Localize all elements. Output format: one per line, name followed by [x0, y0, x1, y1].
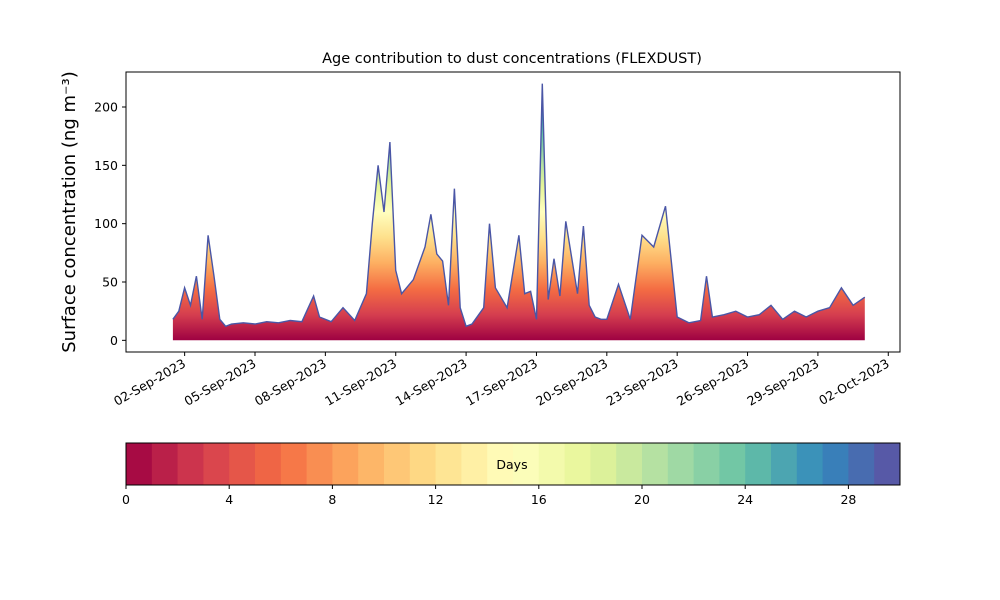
colorbar-tick-label: 20 [634, 492, 650, 507]
x-tick-label: 23-Sep-2023 [604, 356, 681, 409]
y-tick-label: 50 [102, 275, 118, 290]
y-tick-label: 0 [110, 333, 118, 348]
x-tick-label: 02-Sep-2023 [111, 356, 188, 409]
colorbar-bin [435, 443, 462, 485]
colorbar-bin [538, 443, 566, 485]
y-tick-label: 200 [94, 100, 118, 115]
colorbar-bin [822, 443, 849, 485]
colorbar-bin [177, 443, 204, 485]
colorbar-tick-label: 4 [225, 492, 233, 507]
x-tick-label: 11-Sep-2023 [322, 356, 399, 409]
x-tick-label: 08-Sep-2023 [252, 356, 329, 409]
x-tick-label: 14-Sep-2023 [393, 356, 470, 409]
colorbar-bin [667, 443, 695, 485]
colorbar-bin [719, 443, 746, 485]
colorbar-bin [461, 443, 488, 485]
colorbar-bin [642, 443, 669, 485]
colorbar-bin [513, 443, 540, 485]
x-tick-label: 17-Sep-2023 [463, 356, 540, 409]
colorbar-bin [280, 443, 308, 485]
colorbar-bin [564, 443, 591, 485]
colorbar-bin [409, 443, 437, 485]
colorbar-bin [203, 443, 230, 485]
colorbar-bin [771, 443, 798, 485]
axes-frame [125, 71, 901, 353]
x-tick-label: 29-Sep-2023 [744, 356, 821, 409]
colorbar-bin [874, 443, 901, 485]
colorbar-bin [745, 443, 772, 485]
colorbar-bin [693, 443, 720, 485]
colorbar-bin [616, 443, 643, 485]
x-tick-label: 05-Sep-2023 [181, 356, 258, 409]
y-tick-label: 150 [94, 158, 118, 173]
colorbar-bin [358, 443, 385, 485]
colorbar-tick-label: 12 [428, 492, 444, 507]
colorbar-tick-label: 8 [328, 492, 336, 507]
stacked-age-area [172, 83, 865, 341]
colorbar-label: Days [496, 457, 527, 472]
y-tick-label: 100 [94, 216, 118, 231]
colorbar-frame [125, 442, 901, 486]
axes: 0 50 100 150 200 02-Sep-202305-Sep-202308-Sep… [94, 71, 901, 409]
colorbar-bin [848, 443, 875, 485]
colorbar-bin [332, 443, 359, 485]
colorbar-bin [255, 443, 282, 485]
colorbar-bin [229, 443, 256, 485]
x-tick-label: 02-Oct-2023 [816, 356, 892, 408]
x-tick-label: 26-Sep-2023 [674, 356, 751, 409]
total-line [172, 83, 866, 328]
y-axis-label: Surface concentration (ng m⁻³) [59, 71, 80, 353]
chart-title: Age contribution to dust concentrations … [322, 51, 702, 67]
colorbar-bin [384, 443, 411, 485]
colorbar-tick-label: 28 [840, 492, 856, 507]
colorbar-tick-label: 0 [122, 492, 130, 507]
colorbar-tick-label: 16 [531, 492, 547, 507]
plot-area [172, 83, 866, 341]
colorbar: Days 0 4 8 12 16 20 24 28 [122, 442, 901, 507]
colorbar-bin [796, 443, 824, 485]
colorbar-tick-label: 24 [737, 492, 753, 507]
colorbar-bin [487, 443, 514, 485]
colorbar-bin [306, 443, 333, 485]
colorbar-bin [590, 443, 617, 485]
x-tick-label: 20-Sep-2023 [533, 356, 610, 409]
colorbar-bin [151, 443, 179, 485]
colorbar-bin [126, 443, 153, 485]
